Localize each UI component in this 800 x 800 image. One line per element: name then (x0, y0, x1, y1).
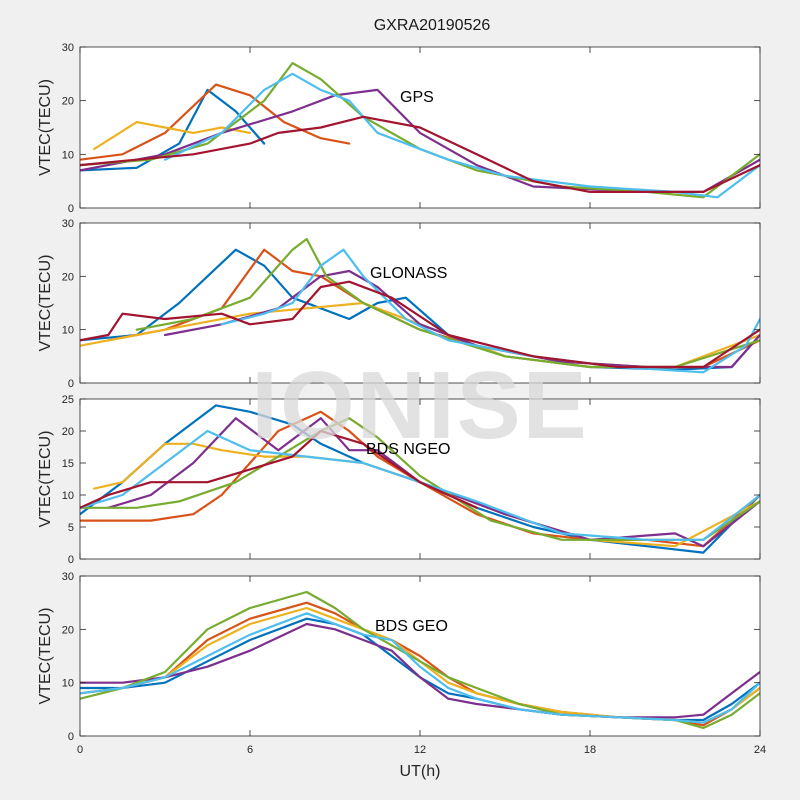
series-line-5 (135, 237, 760, 369)
y-tick-label: 20 (62, 426, 74, 438)
subplot-4: 0 10 20 30 0 6 12 18 24 VTEC(TECU) BDS GEO (37, 571, 766, 756)
series-line-7 (80, 115, 760, 193)
panel-annotation: GLONASS (370, 265, 447, 282)
y-axis-label: VTEC(TECU) (37, 255, 54, 352)
y-tick-label: 10 (62, 678, 74, 690)
y-axis-label: VTEC(TECU) (37, 431, 54, 528)
x-tick-label: 18 (584, 744, 596, 756)
x-tick-label: 6 (247, 744, 253, 756)
y-tick-label: 0 (68, 731, 74, 743)
y-tick-label: 15 (62, 458, 74, 470)
y-tick-label: 10 (62, 149, 74, 161)
y-tick-label: 10 (62, 490, 74, 502)
series-line-7 (80, 429, 478, 509)
x-axis-label: UT(h) (400, 763, 441, 780)
y-tick-label: 25 (62, 394, 74, 406)
series-group (80, 404, 760, 554)
series-line-7 (80, 280, 760, 369)
y-tick-label: 30 (62, 571, 74, 583)
y-tick-label: 30 (62, 42, 74, 54)
subplot-stack: 0 10 20 30 VTEC(TECU) GPS 0 10 20 30 VTEC(TECU) GLO… (37, 42, 766, 756)
series-line-6 (80, 429, 760, 541)
series-group (80, 590, 760, 730)
y-tick-label: 0 (68, 554, 74, 566)
panel-annotation: BDS NGEO (366, 441, 450, 458)
subplot-1: 0 10 20 30 VTEC(TECU) GPS (37, 42, 761, 215)
y-tick-label: 20 (62, 271, 74, 283)
panel-annotation: GPS (400, 89, 434, 106)
y-tick-label: 10 (62, 325, 74, 337)
series-line-1 (80, 88, 266, 172)
series-group (80, 237, 760, 374)
series-line-6 (80, 612, 760, 724)
y-tick-label: 30 (62, 218, 74, 230)
plot-area (80, 223, 760, 383)
series-line-4 (107, 417, 760, 548)
watermark-text: IONISE (251, 352, 588, 459)
y-tick-label: 0 (68, 203, 74, 215)
series-line-4 (80, 622, 760, 719)
subplot-2: 0 10 20 30 VTEC(TECU) GLONASS (37, 218, 761, 390)
y-tick-label: 5 (68, 522, 74, 534)
series-line-2 (80, 83, 351, 161)
figure-title: GXRA20190526 (374, 17, 491, 34)
panel-annotation: BDS GEO (375, 618, 448, 635)
y-tick-label: 20 (62, 624, 74, 636)
series-group (80, 61, 760, 199)
x-tick-label: 24 (754, 744, 766, 756)
y-axis-label: VTEC(TECU) (37, 79, 54, 176)
subplot-3: 0 5 10 15 20 25 VTEC(TECU) BDS NGEO (37, 394, 761, 566)
y-tick-label: 20 (62, 96, 74, 108)
y-axis-label: VTEC(TECU) (37, 608, 54, 705)
y-tick-label: 0 (68, 378, 74, 390)
series-line-6 (220, 248, 760, 374)
x-tick-label: 12 (414, 744, 426, 756)
plot-area (80, 399, 760, 559)
x-tick-label: 0 (77, 744, 83, 756)
